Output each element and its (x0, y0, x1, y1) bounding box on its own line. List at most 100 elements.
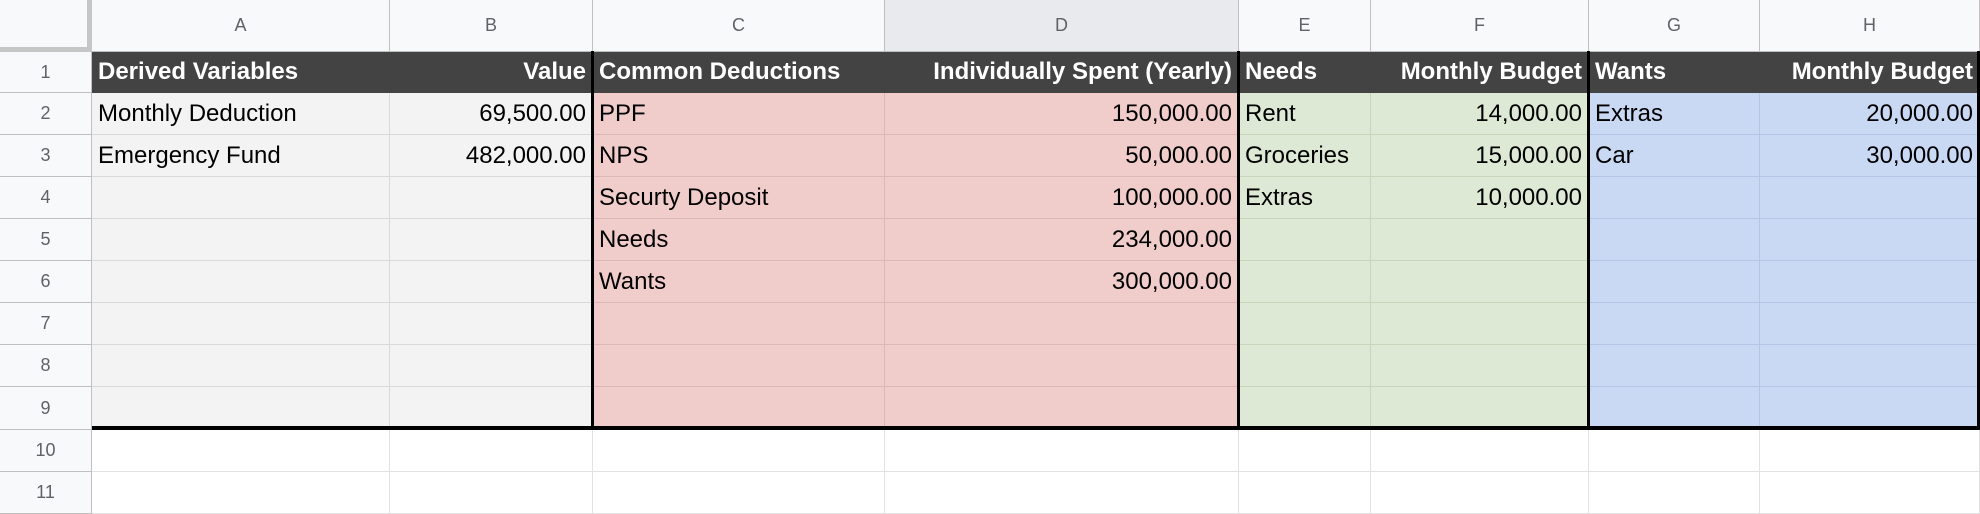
cell-c1[interactable]: Common Deductions (593, 52, 885, 93)
cell-c4[interactable]: Securty Deposit (593, 177, 885, 219)
row-header-2[interactable]: 2 (0, 93, 92, 135)
cell-b6[interactable] (390, 261, 593, 303)
cell-b11[interactable] (390, 472, 593, 514)
cell-d5[interactable]: 234,000.00 (885, 219, 1239, 261)
cell-a7[interactable] (92, 303, 390, 345)
row-header-1[interactable]: 1 (0, 52, 92, 93)
cell-h5[interactable] (1760, 219, 1980, 261)
row-header-9[interactable]: 9 (0, 387, 92, 430)
cell-d4[interactable]: 100,000.00 (885, 177, 1239, 219)
cell-f7[interactable] (1371, 303, 1589, 345)
row-header-11[interactable]: 11 (0, 472, 92, 514)
row-header-6[interactable]: 6 (0, 261, 92, 303)
cell-a5[interactable] (92, 219, 390, 261)
cell-c6[interactable]: Wants (593, 261, 885, 303)
cell-a6[interactable] (92, 261, 390, 303)
cell-d7[interactable] (885, 303, 1239, 345)
cell-d9[interactable] (885, 387, 1239, 430)
cell-f6[interactable] (1371, 261, 1589, 303)
cell-c11[interactable] (593, 472, 885, 514)
cell-a8[interactable] (92, 345, 390, 387)
cell-h6[interactable] (1760, 261, 1980, 303)
cell-e9[interactable] (1239, 387, 1371, 430)
cell-b5[interactable] (390, 219, 593, 261)
cell-f9[interactable] (1371, 387, 1589, 430)
cell-h10[interactable] (1760, 430, 1980, 472)
cell-c9[interactable] (593, 387, 885, 430)
cell-f4[interactable]: 10,000.00 (1371, 177, 1589, 219)
cell-a11[interactable] (92, 472, 390, 514)
cell-c7[interactable] (593, 303, 885, 345)
cell-e10[interactable] (1239, 430, 1371, 472)
cell-g9[interactable] (1589, 387, 1760, 430)
cell-b10[interactable] (390, 430, 593, 472)
cell-b4[interactable] (390, 177, 593, 219)
cell-d8[interactable] (885, 345, 1239, 387)
cell-c2[interactable]: PPF (593, 93, 885, 135)
row-header-8[interactable]: 8 (0, 345, 92, 387)
cell-e1[interactable]: Needs (1239, 52, 1371, 93)
cell-f1[interactable]: Monthly Budget (1371, 52, 1589, 93)
cell-a1[interactable]: Derived Variables (92, 52, 390, 93)
cell-e5[interactable] (1239, 219, 1371, 261)
cell-b7[interactable] (390, 303, 593, 345)
cell-h3[interactable]: 30,000.00 (1760, 135, 1980, 177)
cell-b3[interactable]: 482,000.00 (390, 135, 593, 177)
cell-a3[interactable]: Emergency Fund (92, 135, 390, 177)
cell-h9[interactable] (1760, 387, 1980, 430)
cell-g8[interactable] (1589, 345, 1760, 387)
cell-g10[interactable] (1589, 430, 1760, 472)
cell-d10[interactable] (885, 430, 1239, 472)
cell-h2[interactable]: 20,000.00 (1760, 93, 1980, 135)
column-header-c[interactable]: C (593, 0, 885, 52)
cell-e3[interactable]: Groceries (1239, 135, 1371, 177)
cell-b9[interactable] (390, 387, 593, 430)
column-header-a[interactable]: A (92, 0, 390, 52)
cell-e4[interactable]: Extras (1239, 177, 1371, 219)
row-header-10[interactable]: 10 (0, 430, 92, 472)
cell-a10[interactable] (92, 430, 390, 472)
cell-c8[interactable] (593, 345, 885, 387)
row-header-7[interactable]: 7 (0, 303, 92, 345)
cell-d11[interactable] (885, 472, 1239, 514)
row-header-4[interactable]: 4 (0, 177, 92, 219)
cell-d1[interactable]: Individually Spent (Yearly) (885, 52, 1239, 93)
cell-a4[interactable] (92, 177, 390, 219)
cell-g5[interactable] (1589, 219, 1760, 261)
cell-g11[interactable] (1589, 472, 1760, 514)
cell-a9[interactable] (92, 387, 390, 430)
cell-g4[interactable] (1589, 177, 1760, 219)
column-header-e[interactable]: E (1239, 0, 1371, 52)
cell-h7[interactable] (1760, 303, 1980, 345)
row-header-5[interactable]: 5 (0, 219, 92, 261)
cell-d3[interactable]: 50,000.00 (885, 135, 1239, 177)
cell-g7[interactable] (1589, 303, 1760, 345)
cell-h11[interactable] (1760, 472, 1980, 514)
cell-b2[interactable]: 69,500.00 (390, 93, 593, 135)
column-header-g[interactable]: G (1589, 0, 1760, 52)
cell-f8[interactable] (1371, 345, 1589, 387)
select-all-corner[interactable] (0, 0, 92, 52)
column-header-d[interactable]: D (885, 0, 1239, 52)
cell-f10[interactable] (1371, 430, 1589, 472)
row-header-3[interactable]: 3 (0, 135, 92, 177)
cell-h4[interactable] (1760, 177, 1980, 219)
cell-d2[interactable]: 150,000.00 (885, 93, 1239, 135)
cell-f2[interactable]: 14,000.00 (1371, 93, 1589, 135)
column-header-h[interactable]: H (1760, 0, 1980, 52)
cell-h8[interactable] (1760, 345, 1980, 387)
cell-e2[interactable]: Rent (1239, 93, 1371, 135)
cell-c3[interactable]: NPS (593, 135, 885, 177)
column-header-f[interactable]: F (1371, 0, 1589, 52)
cell-e6[interactable] (1239, 261, 1371, 303)
cell-e7[interactable] (1239, 303, 1371, 345)
cell-c10[interactable] (593, 430, 885, 472)
cell-g3[interactable]: Car (1589, 135, 1760, 177)
cell-b1[interactable]: Value (390, 52, 593, 93)
cell-g1[interactable]: Wants (1589, 52, 1760, 93)
cell-c5[interactable]: Needs (593, 219, 885, 261)
cell-g2[interactable]: Extras (1589, 93, 1760, 135)
cell-f11[interactable] (1371, 472, 1589, 514)
cell-d6[interactable]: 300,000.00 (885, 261, 1239, 303)
cell-f5[interactable] (1371, 219, 1589, 261)
